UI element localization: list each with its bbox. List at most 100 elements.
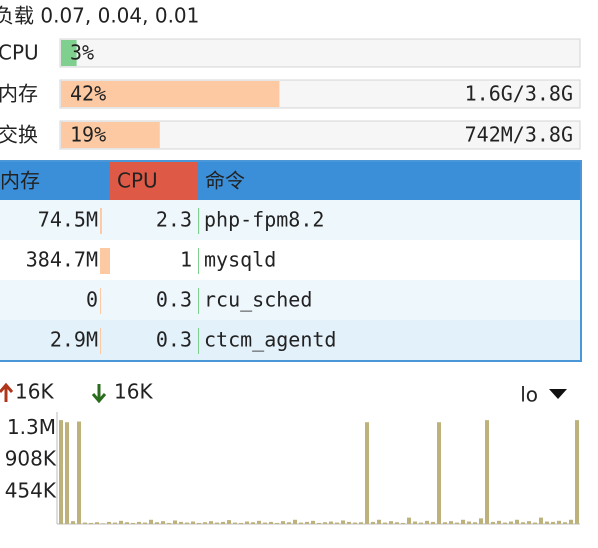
bar xyxy=(545,521,549,524)
cpu-value: 0.3 xyxy=(156,328,192,352)
bar xyxy=(251,522,255,524)
mem-bar xyxy=(100,248,111,274)
bar xyxy=(293,519,297,524)
meter-label: 交换 xyxy=(0,123,38,147)
bar xyxy=(119,520,123,524)
meter-detail: 1.6G/3.8G xyxy=(465,82,573,106)
bar xyxy=(479,518,483,524)
bar xyxy=(437,422,441,524)
table-header xyxy=(0,162,581,200)
net-interface: lo xyxy=(520,383,538,407)
bar xyxy=(341,520,345,524)
bar xyxy=(197,522,201,524)
mem-bar xyxy=(100,288,101,314)
bar xyxy=(533,522,537,524)
bar xyxy=(575,420,579,524)
table-border xyxy=(0,160,582,362)
bar xyxy=(215,522,219,524)
bar xyxy=(305,521,309,524)
mem-value: 2.9M xyxy=(50,328,98,352)
bar xyxy=(263,522,267,524)
meter-label: 内存 xyxy=(0,82,38,106)
bar xyxy=(569,519,573,524)
dropdown-caret[interactable] xyxy=(549,389,567,399)
bar xyxy=(275,522,279,524)
up-arrow-icon xyxy=(0,382,14,402)
bar xyxy=(71,521,75,524)
bar xyxy=(431,521,435,524)
command: ctcm_agentd xyxy=(204,328,336,352)
bar xyxy=(497,520,501,524)
table-row-bg xyxy=(0,280,581,320)
meter-percent: 3% xyxy=(70,41,94,65)
cpu-bar xyxy=(198,248,199,274)
bar xyxy=(221,521,225,524)
bar xyxy=(173,520,177,524)
bar xyxy=(365,422,369,524)
sorted-column-header[interactable] xyxy=(110,162,198,200)
bar xyxy=(125,522,129,524)
y-tick-label: 454K xyxy=(5,478,57,502)
bar xyxy=(461,519,465,524)
bar xyxy=(281,521,285,524)
bar xyxy=(209,521,213,524)
bar xyxy=(329,521,333,524)
bar xyxy=(299,522,303,524)
load-average: 负载 0.07, 0.04, 0.01 xyxy=(0,4,199,28)
bar xyxy=(95,522,99,524)
bar xyxy=(143,522,147,524)
bar xyxy=(521,522,525,524)
bar xyxy=(83,522,87,524)
bar xyxy=(323,522,327,524)
net-up: 16K xyxy=(15,380,54,404)
bar xyxy=(419,522,423,524)
bar xyxy=(395,522,399,524)
bar xyxy=(269,521,273,524)
meter-label: CPU xyxy=(0,41,39,65)
mem-bar xyxy=(100,208,102,234)
table-row-bg xyxy=(0,240,581,280)
command: mysqld xyxy=(204,248,276,272)
mem-value: 0 xyxy=(86,288,98,312)
bar xyxy=(203,522,207,524)
bar xyxy=(185,522,189,524)
bar xyxy=(65,422,69,524)
cpu-value: 2.3 xyxy=(156,208,192,232)
bar xyxy=(443,522,447,524)
cpu-value: 0.3 xyxy=(156,288,192,312)
column-header: 命令 xyxy=(205,169,245,193)
bar xyxy=(179,521,183,524)
bar xyxy=(149,519,153,524)
command: rcu_sched xyxy=(204,288,312,312)
mem-value: 384.7M xyxy=(26,248,98,272)
meter-fill xyxy=(61,40,77,66)
bar xyxy=(557,520,561,524)
mem-value: 74.5M xyxy=(38,208,98,232)
bar xyxy=(515,519,519,524)
bar xyxy=(401,522,405,524)
bar xyxy=(407,517,411,524)
bar xyxy=(425,520,429,524)
bar xyxy=(311,520,315,524)
bar xyxy=(485,420,489,524)
bar xyxy=(131,522,135,524)
column-header: 内存 xyxy=(0,169,40,193)
cpu-bar xyxy=(198,288,199,314)
bar xyxy=(113,522,117,524)
bar xyxy=(107,521,111,524)
bar xyxy=(527,521,531,524)
bar xyxy=(503,522,507,524)
table-row-bg xyxy=(0,200,581,240)
bar xyxy=(101,523,105,524)
bar xyxy=(359,522,363,524)
bar xyxy=(539,517,543,524)
bar xyxy=(371,521,375,524)
meter-detail: 742M/3.8G xyxy=(465,123,573,147)
bar xyxy=(449,521,453,524)
bar xyxy=(335,522,339,524)
cpu-value: 1 xyxy=(180,248,192,272)
y-tick-label: 1.3M xyxy=(7,415,56,439)
bar xyxy=(287,522,291,524)
y-tick-label: 908K xyxy=(5,446,57,470)
bar xyxy=(227,520,231,524)
